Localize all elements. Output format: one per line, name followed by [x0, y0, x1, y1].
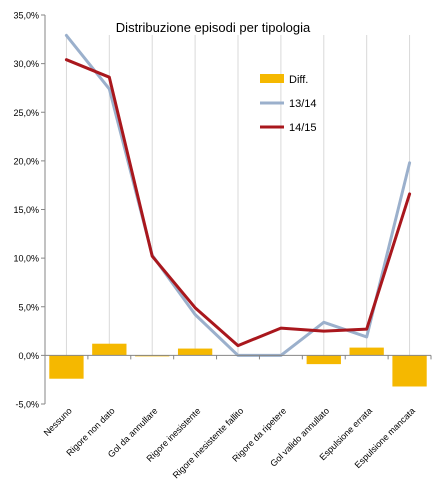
- legend: Diff. 13/14 14/15: [260, 74, 317, 134]
- chart-title: Distribuzione episodi per tipologia: [116, 20, 311, 35]
- y-tick-label: 15,0%: [13, 205, 39, 215]
- bar: [392, 355, 427, 387]
- bar: [306, 355, 341, 365]
- legend-label: 13/14: [289, 98, 317, 110]
- y-tick-label: 0,0%: [18, 351, 39, 361]
- bar: [92, 343, 127, 356]
- y-tick-label: 35,0%: [13, 11, 39, 21]
- axes: [41, 14, 432, 405]
- bar: [49, 355, 84, 379]
- x-tick-label: Rigore inesistente fallito: [171, 406, 246, 481]
- legend-swatch: [260, 74, 284, 83]
- y-tick-label: 20,0%: [13, 156, 39, 166]
- x-tick-label: Nessuno: [42, 406, 74, 438]
- legend-label: 14/15: [289, 122, 317, 134]
- category-gridlines: [65, 35, 411, 356]
- bar: [177, 348, 213, 356]
- y-tick-label: 30,0%: [13, 59, 39, 69]
- legend-label: Diff.: [289, 74, 308, 86]
- y-tick-label: 25,0%: [13, 108, 39, 118]
- y-tick-label: 10,0%: [13, 254, 39, 264]
- y-tick-label: 5,0%: [18, 302, 39, 312]
- series-line: [64, 58, 412, 348]
- y-tick-labels: -5,0% 0,0% 5,0% 10,0% 15,0% 20,0% 25,0% 30,0% 35…: [13, 11, 39, 410]
- y-tick-label: -5,0%: [15, 400, 39, 410]
- bar: [349, 347, 384, 356]
